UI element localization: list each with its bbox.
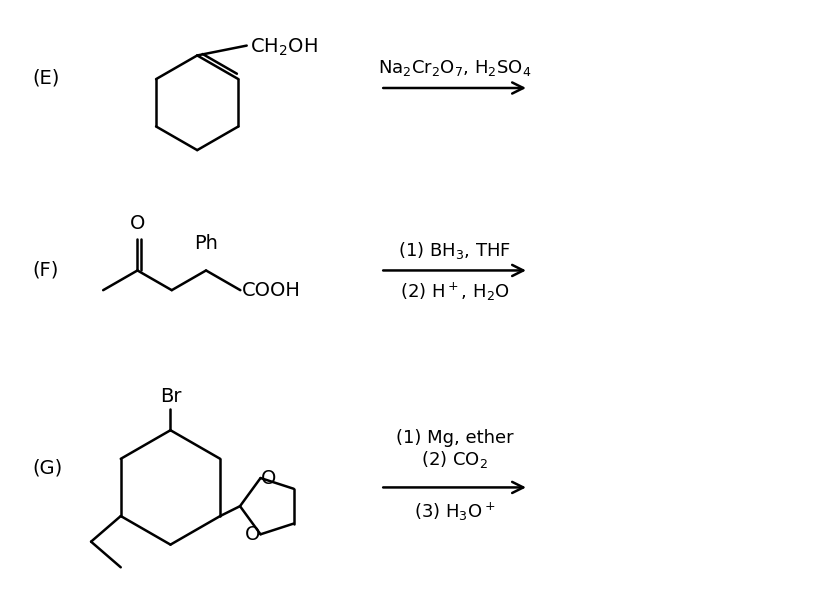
- Text: (2) CO$_2$: (2) CO$_2$: [421, 449, 488, 470]
- Text: CH$_2$OH: CH$_2$OH: [250, 37, 317, 58]
- Text: (1) BH$_3$, THF: (1) BH$_3$, THF: [398, 240, 511, 261]
- Text: (E): (E): [32, 68, 59, 88]
- Text: Ph: Ph: [194, 234, 218, 253]
- Text: (G): (G): [32, 458, 62, 477]
- Text: O: O: [245, 525, 261, 544]
- Text: O: O: [129, 214, 145, 233]
- Text: (F): (F): [32, 261, 58, 280]
- Text: Br: Br: [160, 387, 182, 406]
- Text: O: O: [261, 468, 276, 488]
- Text: (1) Mg, ether: (1) Mg, ether: [396, 429, 514, 447]
- Text: (2) H$^+$, H$_2$O: (2) H$^+$, H$_2$O: [400, 281, 510, 303]
- Text: (3) H$_3$O$^+$: (3) H$_3$O$^+$: [414, 501, 496, 523]
- Text: COOH: COOH: [242, 281, 301, 300]
- Text: Na$_2$Cr$_2$O$_7$, H$_2$SO$_4$: Na$_2$Cr$_2$O$_7$, H$_2$SO$_4$: [378, 58, 531, 78]
